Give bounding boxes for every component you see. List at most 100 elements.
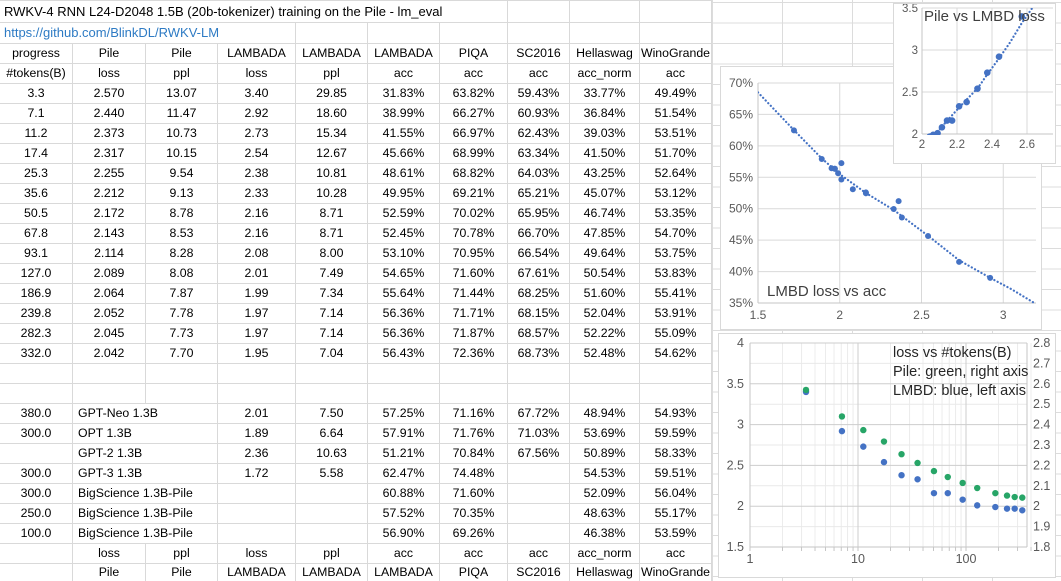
data-cell[interactable]: 53.12% — [640, 184, 712, 204]
data-cell[interactable]: 59.43% — [508, 84, 570, 104]
data-cell[interactable]: 53.51% — [640, 124, 712, 144]
empty-cell[interactable] — [440, 1, 508, 23]
data-cell[interactable]: 51.60% — [570, 284, 640, 304]
data-cell[interactable]: 17.4 — [0, 144, 73, 164]
data-cell[interactable]: 52.45% — [368, 224, 440, 244]
data-cell[interactable]: 49.49% — [640, 84, 712, 104]
data-cell[interactable] — [296, 484, 368, 504]
data-cell[interactable]: 68.73% — [508, 344, 570, 364]
data-cell[interactable]: 2.172 — [73, 204, 146, 224]
empty-cell[interactable] — [146, 384, 218, 404]
data-cell[interactable]: 68.99% — [440, 144, 508, 164]
data-cell[interactable]: 300.0 — [0, 424, 73, 444]
footer-cell[interactable]: LAMBADA — [218, 564, 296, 581]
empty-cell[interactable] — [508, 1, 570, 23]
data-cell[interactable]: 127.0 — [0, 264, 73, 284]
data-cell[interactable]: 55.64% — [368, 284, 440, 304]
data-cell[interactable]: 55.09% — [640, 324, 712, 344]
footer-cell[interactable]: loss — [218, 544, 296, 564]
empty-cell[interactable] — [640, 23, 712, 44]
data-cell[interactable]: 8.08 — [146, 264, 218, 284]
header-cell[interactable]: WinoGrande — [640, 44, 712, 64]
data-cell[interactable]: 71.60% — [440, 264, 508, 284]
data-cell[interactable]: 39.03% — [570, 124, 640, 144]
data-cell[interactable] — [296, 504, 368, 524]
data-cell[interactable]: 70.84% — [440, 444, 508, 464]
header-cell[interactable]: acc — [368, 64, 440, 84]
header-cell[interactable]: progress — [0, 44, 73, 64]
data-cell[interactable]: 55.17% — [640, 504, 712, 524]
data-cell[interactable]: 72.36% — [440, 344, 508, 364]
empty-cell[interactable] — [296, 23, 368, 44]
data-cell[interactable]: 332.0 — [0, 344, 73, 364]
footer-cell[interactable]: ppl — [296, 544, 368, 564]
data-cell[interactable]: 2.373 — [73, 124, 146, 144]
header-cell[interactable]: loss — [218, 64, 296, 84]
empty-cell[interactable] — [570, 384, 640, 404]
data-cell[interactable]: 54.93% — [640, 404, 712, 424]
data-cell[interactable]: 35.6 — [0, 184, 73, 204]
model-name-cell[interactable]: BigScience 1.3B-Pile — [73, 484, 218, 504]
data-cell[interactable]: 8.00 — [296, 244, 368, 264]
data-cell[interactable]: 2.440 — [73, 104, 146, 124]
empty-cell[interactable] — [640, 384, 712, 404]
data-cell[interactable]: 66.70% — [508, 224, 570, 244]
data-cell[interactable]: 54.53% — [570, 464, 640, 484]
header-cell[interactable]: #tokens(B) — [0, 64, 73, 84]
data-cell[interactable]: 54.62% — [640, 344, 712, 364]
empty-cell[interactable] — [0, 364, 73, 384]
model-name-cell[interactable]: GPT-3 1.3B — [73, 464, 218, 484]
data-cell[interactable]: 18.60 — [296, 104, 368, 124]
data-cell[interactable]: 7.34 — [296, 284, 368, 304]
data-cell[interactable]: 1.95 — [218, 344, 296, 364]
data-cell[interactable]: 2.570 — [73, 84, 146, 104]
data-cell[interactable]: 2.042 — [73, 344, 146, 364]
data-cell[interactable]: 70.02% — [440, 204, 508, 224]
empty-cell[interactable] — [368, 364, 440, 384]
data-cell[interactable]: 11.2 — [0, 124, 73, 144]
data-cell[interactable]: 71.87% — [440, 324, 508, 344]
data-cell[interactable]: 10.81 — [296, 164, 368, 184]
data-cell[interactable]: 1.99 — [218, 284, 296, 304]
data-cell[interactable]: 2.255 — [73, 164, 146, 184]
data-cell[interactable]: 13.07 — [146, 84, 218, 104]
data-cell[interactable]: 7.04 — [296, 344, 368, 364]
data-cell[interactable]: 186.9 — [0, 284, 73, 304]
data-cell[interactable]: 58.33% — [640, 444, 712, 464]
data-cell[interactable]: 52.22% — [570, 324, 640, 344]
data-cell[interactable]: 68.25% — [508, 284, 570, 304]
data-cell[interactable]: 46.74% — [570, 204, 640, 224]
empty-cell[interactable] — [0, 384, 73, 404]
github-link[interactable]: https://github.com/BlinkDL/RWKV-LM — [4, 23, 230, 43]
empty-cell[interactable] — [296, 364, 368, 384]
data-cell[interactable]: 9.13 — [146, 184, 218, 204]
data-cell[interactable]: 59.59% — [640, 424, 712, 444]
footer-cell[interactable] — [0, 544, 73, 564]
data-cell[interactable]: 64.03% — [508, 164, 570, 184]
data-cell[interactable]: 1.72 — [218, 464, 296, 484]
empty-cell[interactable] — [508, 364, 570, 384]
empty-cell[interactable] — [73, 364, 146, 384]
data-cell[interactable]: 2.114 — [73, 244, 146, 264]
data-cell[interactable]: 7.78 — [146, 304, 218, 324]
footer-cell[interactable]: acc — [508, 544, 570, 564]
data-cell[interactable] — [0, 444, 73, 464]
empty-cell[interactable] — [218, 364, 296, 384]
data-cell[interactable]: 54.70% — [640, 224, 712, 244]
data-cell[interactable]: 48.94% — [570, 404, 640, 424]
data-cell[interactable]: 62.47% — [368, 464, 440, 484]
model-name-cell[interactable]: GPT-Neo 1.3B — [73, 404, 218, 424]
data-cell[interactable]: 7.73 — [146, 324, 218, 344]
data-cell[interactable]: 2.089 — [73, 264, 146, 284]
data-cell[interactable]: 100.0 — [0, 524, 73, 544]
data-cell[interactable]: 56.43% — [368, 344, 440, 364]
footer-cell[interactable]: LAMBADA — [296, 564, 368, 581]
header-cell[interactable]: acc — [640, 64, 712, 84]
footer-cell[interactable]: acc_norm — [570, 544, 640, 564]
data-cell[interactable]: 51.21% — [368, 444, 440, 464]
empty-cell[interactable] — [440, 384, 508, 404]
data-cell[interactable]: 57.91% — [368, 424, 440, 444]
header-cell[interactable]: acc_norm — [570, 64, 640, 84]
data-cell[interactable]: 7.70 — [146, 344, 218, 364]
data-cell[interactable]: 5.58 — [296, 464, 368, 484]
